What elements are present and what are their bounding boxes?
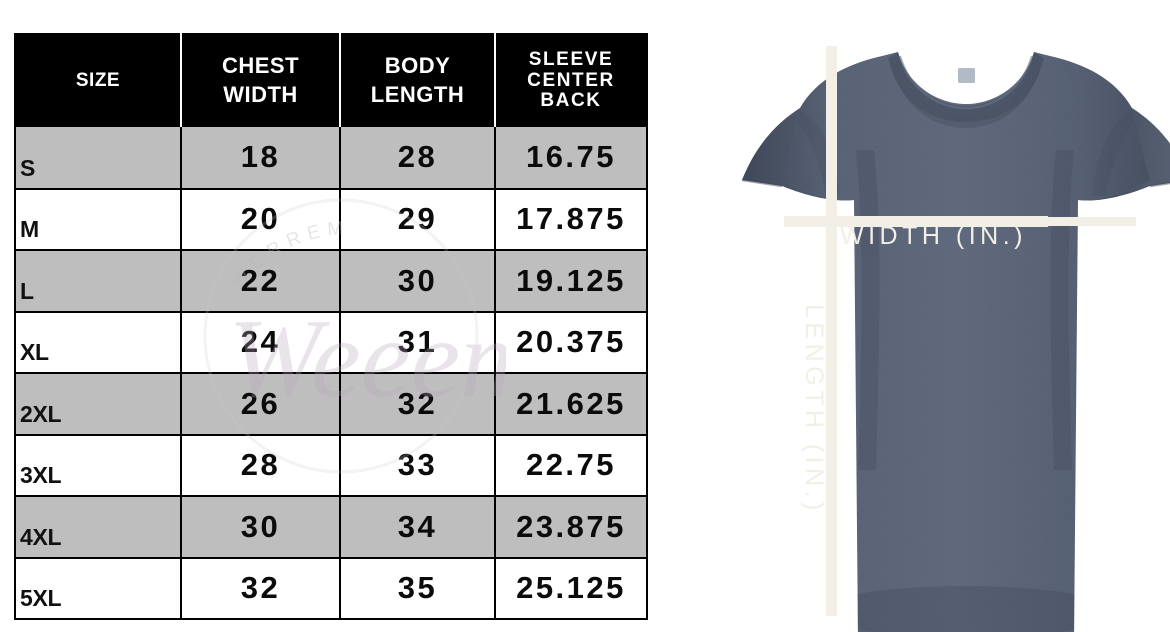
column-header-body-length: BODY LENGTH — [340, 34, 496, 127]
row-chest-width: 18 — [181, 127, 341, 189]
row-size-label: 3XL — [15, 433, 182, 496]
length-measure-line — [826, 46, 837, 616]
row-sleeve-center-back: 21.625 — [495, 372, 647, 435]
row-chest-width: 26 — [181, 372, 341, 435]
row-body-length: 31 — [340, 310, 496, 373]
row-chest-width: 28 — [181, 433, 341, 496]
row-sleeve-center-back: 20.375 — [495, 310, 647, 373]
table-body: S 18 28 16.75 M 20 29 17.875 L 22 30 19.… — [15, 127, 647, 619]
row-size-label: XL — [15, 310, 182, 373]
row-body-length: 28 — [340, 127, 496, 189]
sleeve-header-line3: BACK — [540, 90, 602, 112]
table-row: 5XL 32 35 25.125 — [15, 556, 647, 619]
row-chest-width: 22 — [181, 249, 341, 312]
row-body-length: 35 — [340, 556, 496, 619]
size-chart-table: SIZE CHEST WIDTH BODY LENGTH — [14, 33, 648, 620]
row-size-label: 5XL — [15, 556, 182, 619]
width-measure-line — [836, 217, 1136, 226]
row-body-length: 34 — [340, 495, 496, 558]
size-chart-container: SIZE CHEST WIDTH BODY LENGTH — [14, 33, 648, 620]
table-row: L 22 30 19.125 — [15, 249, 647, 312]
column-header-sleeve-center-back: SLEEVE CENTER BACK — [495, 34, 647, 127]
neck-tag-icon — [958, 68, 975, 83]
row-size-label: S — [15, 127, 182, 189]
row-sleeve-center-back: 16.75 — [495, 127, 647, 189]
row-body-length: 33 — [340, 433, 496, 496]
table-row: XL 24 31 20.375 — [15, 310, 647, 373]
row-chest-width: 20 — [181, 187, 341, 250]
table-row: 3XL 28 33 22.75 — [15, 433, 647, 496]
sleeve-header-line2: CENTER — [527, 69, 615, 91]
tshirt-illustration — [650, 0, 1170, 632]
row-size-label: M — [15, 187, 182, 250]
row-sleeve-center-back: 19.125 — [495, 249, 647, 312]
row-sleeve-center-back: 23.875 — [495, 495, 647, 558]
table-header: SIZE CHEST WIDTH BODY LENGTH — [15, 34, 647, 127]
table-row: 2XL 26 32 21.625 — [15, 372, 647, 435]
column-header-chest-width: CHEST WIDTH — [181, 34, 341, 127]
row-size-label: 2XL — [15, 372, 182, 435]
row-chest-width: 32 — [181, 556, 341, 619]
row-size-label: L — [15, 249, 182, 312]
row-chest-width: 30 — [181, 495, 341, 558]
chest-header-line2: WIDTH — [223, 82, 298, 107]
row-body-length: 30 — [340, 249, 496, 312]
row-body-length: 29 — [340, 187, 496, 250]
row-body-length: 32 — [340, 372, 496, 435]
body-header-line2: LENGTH — [370, 82, 465, 107]
row-chest-width: 24 — [181, 310, 341, 373]
row-sleeve-center-back: 22.75 — [495, 433, 647, 496]
row-size-label: 4XL — [15, 495, 182, 558]
table-row: S 18 28 16.75 — [15, 127, 647, 189]
body-header-line1: BODY — [384, 53, 451, 79]
row-sleeve-center-back: 25.125 — [495, 556, 647, 619]
table-row: M 20 29 17.875 — [15, 187, 647, 250]
chest-header-line1: CHEST — [221, 53, 300, 79]
header-row: SIZE CHEST WIDTH BODY LENGTH — [15, 34, 647, 127]
row-sleeve-center-back: 17.875 — [495, 187, 647, 250]
sleeve-header-line1: SLEEVE — [528, 49, 614, 71]
tshirt-icon — [741, 46, 1170, 632]
column-header-size: SIZE — [15, 34, 182, 127]
table-row: 4XL 30 34 23.875 — [15, 495, 647, 558]
